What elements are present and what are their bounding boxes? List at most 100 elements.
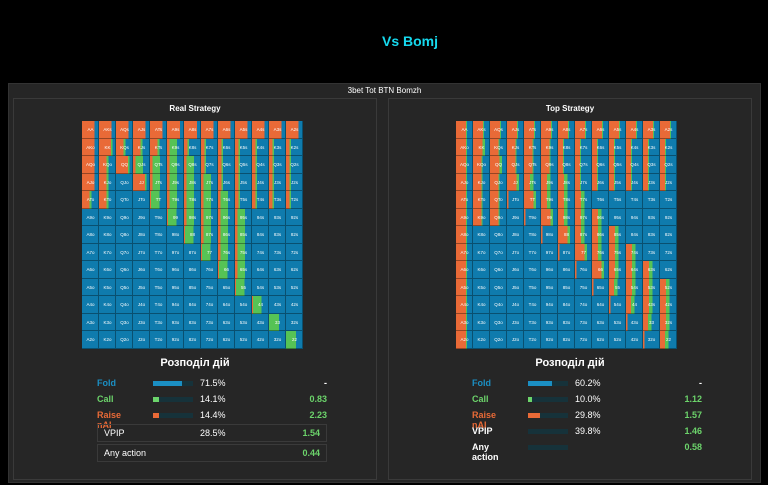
hand-cell[interactable]: ATs [524, 121, 541, 139]
hand-cell[interactable]: 53s [269, 278, 286, 296]
hand-cell[interactable]: AJs [507, 121, 524, 139]
hand-cell[interactable]: T9s [167, 191, 184, 209]
hand-cell[interactable]: A6s [218, 121, 235, 139]
hand-cell[interactable]: AKs [99, 121, 116, 139]
hand-cell[interactable]: 96s [218, 208, 235, 226]
hand-cell[interactable]: Q5s [235, 156, 252, 174]
hand-cell[interactable]: Q4s [626, 156, 643, 174]
hand-cell[interactable]: 62s [660, 261, 677, 279]
hand-cell[interactable]: 92o [541, 331, 558, 349]
hand-cell[interactable]: 74s [252, 243, 269, 261]
hand-cell[interactable]: 74s [626, 243, 643, 261]
hand-cell[interactable]: QJs [507, 156, 524, 174]
hand-cell[interactable]: J6s [218, 173, 235, 191]
hand-cell[interactable]: K6s [592, 138, 609, 156]
hand-cell[interactable]: J8o [133, 226, 150, 244]
hand-cell[interactable]: QTo [490, 191, 507, 209]
hand-cell[interactable]: KTo [99, 191, 116, 209]
hand-cell[interactable]: T6s [218, 191, 235, 209]
hand-cell[interactable]: 53s [643, 278, 660, 296]
hand-cell[interactable]: K9s [541, 138, 558, 156]
hand-cell[interactable]: 32s [286, 313, 303, 331]
hand-cell[interactable]: Q2o [490, 331, 507, 349]
hand-cell[interactable]: 95s [609, 208, 626, 226]
hand-cell[interactable]: 33 [269, 313, 286, 331]
hand-cell[interactable]: KQs [116, 138, 133, 156]
hand-cell[interactable]: 75o [201, 278, 218, 296]
hand-cell[interactable]: 94o [541, 296, 558, 314]
hand-cell[interactable]: Q7o [116, 243, 133, 261]
hand-cell[interactable]: Q6s [218, 156, 235, 174]
hand-cell[interactable]: K5o [473, 278, 490, 296]
hand-cell[interactable]: 54o [235, 296, 252, 314]
hand-cell[interactable]: 86s [218, 226, 235, 244]
hand-cell[interactable]: T7s [201, 191, 218, 209]
hand-cell[interactable]: KTo [473, 191, 490, 209]
hand-cell[interactable]: 99 [541, 208, 558, 226]
hand-cell[interactable]: Q8o [490, 226, 507, 244]
hand-cell[interactable]: 97o [541, 243, 558, 261]
hand-cell[interactable]: 53o [609, 313, 626, 331]
hand-cell[interactable]: 55 [609, 278, 626, 296]
hand-cell[interactable]: 52s [660, 278, 677, 296]
hand-cell[interactable]: K8o [473, 226, 490, 244]
hand-cell[interactable]: AKo [82, 138, 99, 156]
hand-cell[interactable]: 73s [269, 243, 286, 261]
hand-cell[interactable]: 72o [201, 331, 218, 349]
hand-cell[interactable]: 66 [218, 261, 235, 279]
hand-cell[interactable]: K8s [184, 138, 201, 156]
hand-cell[interactable]: Q3o [116, 313, 133, 331]
hand-cell[interactable]: J2o [133, 331, 150, 349]
hand-cell[interactable]: A4o [456, 296, 473, 314]
hand-cell[interactable]: K7o [99, 243, 116, 261]
hand-cell[interactable]: 54s [626, 278, 643, 296]
hand-cell[interactable]: QJo [116, 173, 133, 191]
hand-cell[interactable]: A4s [626, 121, 643, 139]
hand-cell[interactable]: 64s [626, 261, 643, 279]
hand-cell[interactable]: J3s [269, 173, 286, 191]
hand-cell[interactable]: 77 [201, 243, 218, 261]
hand-cell[interactable]: A7o [82, 243, 99, 261]
hand-cell[interactable]: A5s [609, 121, 626, 139]
hand-cell[interactable]: J3o [133, 313, 150, 331]
hand-cell[interactable]: A3s [643, 121, 660, 139]
hand-cell[interactable]: K2o [99, 331, 116, 349]
hand-cell[interactable]: 88 [184, 226, 201, 244]
hand-cell[interactable]: 85s [235, 226, 252, 244]
hand-cell[interactable]: A8o [456, 226, 473, 244]
hand-cell[interactable]: J6o [133, 261, 150, 279]
hand-cell[interactable]: 83s [269, 226, 286, 244]
hand-cell[interactable]: A6o [456, 261, 473, 279]
hand-cell[interactable]: A9o [456, 208, 473, 226]
hand-cell[interactable]: Q3s [269, 156, 286, 174]
hand-cell[interactable]: K5s [235, 138, 252, 156]
hand-cell[interactable]: J8o [507, 226, 524, 244]
hand-cell[interactable]: 93s [643, 208, 660, 226]
hand-cell[interactable]: Q2s [660, 156, 677, 174]
hand-cell[interactable]: Q2s [286, 156, 303, 174]
hand-cell[interactable]: 32s [660, 313, 677, 331]
hand-cell[interactable]: 88 [558, 226, 575, 244]
hand-cell[interactable]: T2o [150, 331, 167, 349]
hand-cell[interactable]: ATs [150, 121, 167, 139]
hand-cell[interactable]: JTo [133, 191, 150, 209]
hand-cell[interactable]: 94s [626, 208, 643, 226]
hand-cell[interactable]: A3o [456, 313, 473, 331]
hand-cell[interactable]: J6o [507, 261, 524, 279]
hand-cell[interactable]: 66 [592, 261, 609, 279]
hand-cell[interactable]: 72o [575, 331, 592, 349]
hand-cell[interactable]: J5s [235, 173, 252, 191]
hand-cell[interactable]: J4s [626, 173, 643, 191]
hand-cell[interactable]: KTs [150, 138, 167, 156]
hand-cell[interactable]: 74o [575, 296, 592, 314]
hand-cell[interactable]: 92o [167, 331, 184, 349]
hand-cell[interactable]: 73o [575, 313, 592, 331]
hand-cell[interactable]: Q6o [116, 261, 133, 279]
hand-cell[interactable]: 95s [235, 208, 252, 226]
hand-cell[interactable]: QTo [116, 191, 133, 209]
hand-cell[interactable]: AQo [456, 156, 473, 174]
hand-cell[interactable]: 92s [660, 208, 677, 226]
hand-cell[interactable]: J4s [252, 173, 269, 191]
hand-cell[interactable]: J2s [660, 173, 677, 191]
hand-cell[interactable]: 33 [643, 313, 660, 331]
